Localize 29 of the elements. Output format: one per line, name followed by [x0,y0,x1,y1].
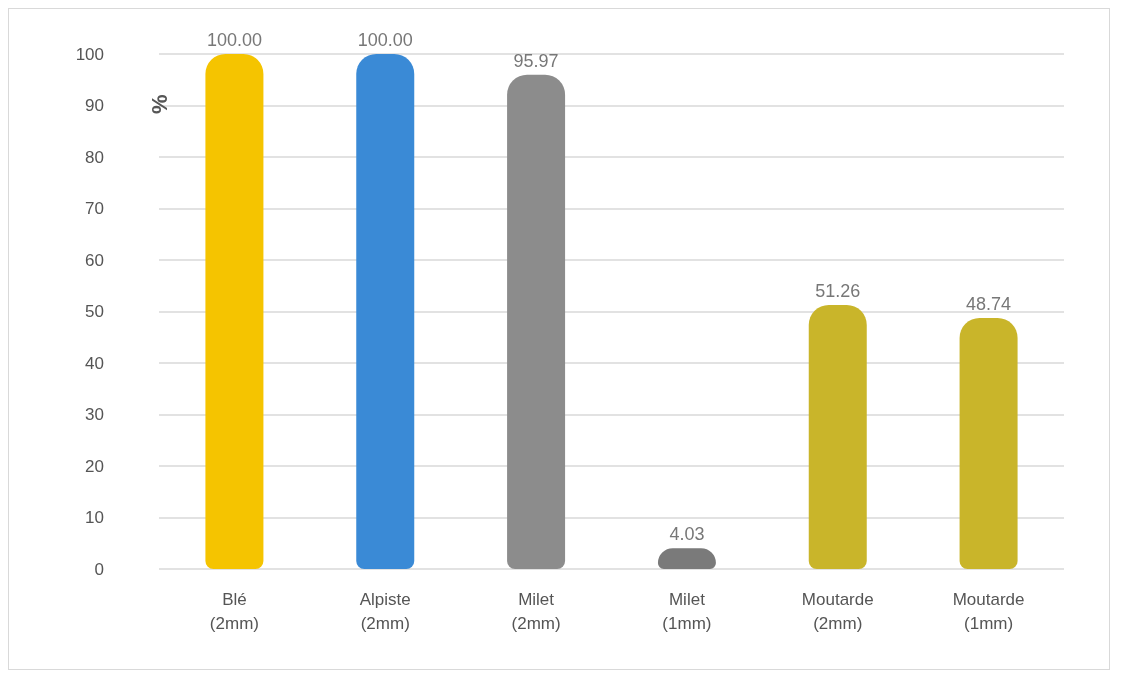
y-tick-label: 60 [85,250,104,270]
y-tick-label: 100 [75,44,104,64]
x-tick-label: Moutarde (2mm) [801,589,874,633]
x-tick-label: Blé (2mm) [209,589,259,633]
x-tick-label: Alpiste (2mm) [359,589,411,633]
bar [507,74,566,569]
y-tick-label: 30 [85,405,104,424]
y-tick-label: 50 [85,302,104,321]
y-tick-label: 10 [85,508,104,527]
bar [808,305,867,569]
y-tick-label: 40 [85,353,104,373]
data-label: 100.00 [206,30,262,50]
bar [356,54,415,569]
bar [959,317,1018,569]
y-tick-label: 70 [85,199,104,218]
x-tick-label: Milet (2mm) [511,589,561,633]
data-label: 48.74 [966,293,1012,314]
data-label: 100.00 [357,30,413,50]
data-label: 95.97 [513,50,559,71]
y-axis-title: % [146,94,172,114]
y-tick-label: 80 [85,147,104,167]
x-tick-label: Milet (1mm) [662,589,712,633]
bar [205,54,264,569]
data-label: 4.03 [669,524,705,545]
x-tick-label: Moutarde (1mm) [952,589,1025,633]
data-label: 51.26 [815,281,861,302]
y-tick-label: 90 [85,96,104,115]
y-tick-label: 20 [85,456,104,476]
y-tick-label: 0 [94,559,104,579]
